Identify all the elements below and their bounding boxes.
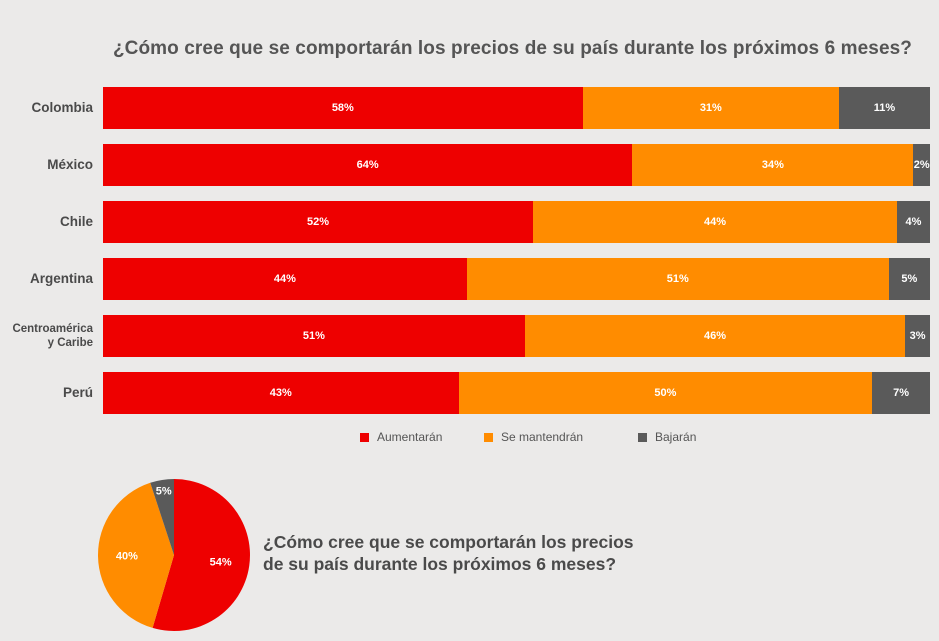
bar-segment: 64% bbox=[103, 144, 633, 186]
bar-row: 51% 46% 3% bbox=[103, 315, 930, 357]
legend-item-aumentaran: Aumentarán bbox=[360, 430, 442, 444]
category-label-text: México bbox=[47, 157, 93, 172]
category-label: México bbox=[0, 144, 93, 186]
data-label: 2% bbox=[913, 159, 930, 171]
category-label: Colombia bbox=[0, 87, 93, 129]
pie-data-label: 5% bbox=[156, 485, 172, 497]
category-label-text: Centroamérica y Caribe bbox=[12, 323, 93, 349]
bar-segment: 4% bbox=[896, 201, 930, 243]
bar-row: 58% 31% 11% bbox=[103, 87, 930, 129]
bar-segment: 3% bbox=[905, 315, 930, 357]
data-label: 51% bbox=[302, 330, 325, 342]
bar-segment: 5% bbox=[888, 258, 930, 300]
data-label: 3% bbox=[909, 330, 926, 342]
bar-segment: 43% bbox=[103, 372, 459, 414]
legend: Aumentarán Se mantendrán Bajarán bbox=[0, 430, 939, 446]
pie-title-line: ¿Cómo cree que se comportarán los precio… bbox=[263, 532, 634, 552]
bar-row: 52% 44% 4% bbox=[103, 201, 930, 243]
chart-title: ¿Cómo cree que se comportarán los precio… bbox=[112, 38, 912, 59]
data-label: 44% bbox=[273, 273, 296, 285]
bar-segment: 46% bbox=[524, 315, 906, 357]
legend-label: Aumentarán bbox=[377, 430, 443, 444]
legend-label: Se mantendrán bbox=[501, 430, 584, 444]
category-label-text: Chile bbox=[59, 214, 93, 229]
data-label: 43% bbox=[269, 387, 292, 399]
bar-segment: 11% bbox=[839, 87, 930, 129]
data-label: 31% bbox=[699, 102, 722, 114]
data-label: 58% bbox=[331, 102, 354, 114]
bar-row: 44% 51% 5% bbox=[103, 258, 930, 300]
category-label: Perú bbox=[0, 372, 93, 414]
bar-segment: 44% bbox=[103, 258, 467, 300]
data-label: 34% bbox=[761, 159, 784, 171]
data-label: 50% bbox=[654, 387, 677, 399]
data-label: 46% bbox=[703, 330, 726, 342]
bar-segment: 7% bbox=[872, 372, 930, 414]
legend-swatch-orange bbox=[484, 432, 493, 442]
data-label: 44% bbox=[703, 216, 726, 228]
data-label: 11% bbox=[873, 102, 896, 114]
pie-chart: 54% 40% 5% bbox=[97, 478, 251, 632]
pie-data-label: 54% bbox=[210, 557, 232, 569]
data-label: 52% bbox=[307, 216, 330, 228]
bar-segment: 58% bbox=[103, 87, 583, 129]
category-label: Chile bbox=[0, 201, 93, 243]
bar-segment: 52% bbox=[103, 201, 534, 243]
bar-segment: 2% bbox=[913, 144, 930, 186]
bar-row: 43% 50% 7% bbox=[103, 372, 930, 414]
legend-swatch-gray bbox=[638, 432, 647, 442]
pie-slice bbox=[150, 479, 174, 555]
category-label-text: Perú bbox=[62, 385, 93, 400]
pie-title: ¿Cómo cree que se comportarán los precio… bbox=[263, 531, 723, 575]
bar-segment: 34% bbox=[632, 144, 914, 186]
category-label: Argentina bbox=[0, 258, 93, 300]
data-label: 64% bbox=[356, 159, 379, 171]
pie-title-line: de su país durante los próximos 6 meses? bbox=[263, 554, 617, 574]
bar-segment: 44% bbox=[533, 201, 897, 243]
data-label: 51% bbox=[666, 273, 689, 285]
category-label: Centroamérica y Caribe bbox=[0, 315, 93, 357]
bar-segment: 51% bbox=[103, 315, 525, 357]
bar-row: 64% 34% 2% bbox=[103, 144, 930, 186]
pie-slice bbox=[98, 482, 174, 628]
bar-segment: 31% bbox=[582, 87, 840, 129]
bar-segment: 51% bbox=[466, 258, 889, 300]
legend-label: Bajarán bbox=[655, 430, 697, 444]
legend-item-bajaran: Bajarán bbox=[638, 430, 696, 444]
category-label-text: Argentina bbox=[29, 271, 93, 286]
category-label-text: Colombia bbox=[31, 100, 93, 115]
legend-item-mantendran: Se mantendrán bbox=[484, 430, 583, 444]
pie-data-label: 40% bbox=[116, 551, 138, 563]
pie-slice bbox=[152, 479, 250, 631]
data-label: 7% bbox=[893, 387, 909, 399]
bar-segment: 50% bbox=[458, 372, 873, 414]
data-label: 5% bbox=[901, 273, 918, 285]
legend-swatch-red bbox=[360, 432, 369, 442]
data-label: 4% bbox=[905, 216, 922, 228]
